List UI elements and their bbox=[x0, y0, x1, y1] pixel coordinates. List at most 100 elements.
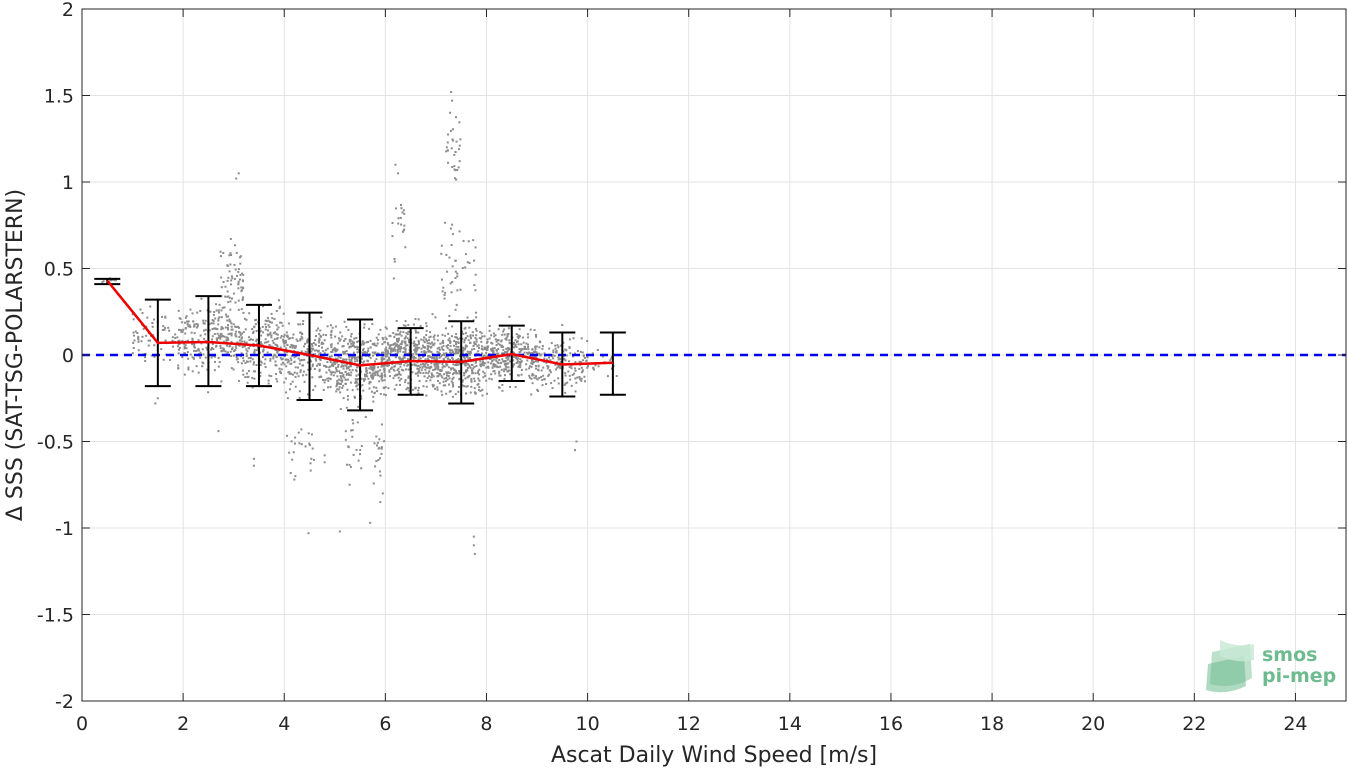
scatter-point bbox=[458, 148, 461, 151]
scatter-point bbox=[485, 366, 488, 369]
scatter-point bbox=[268, 344, 271, 347]
scatter-point bbox=[441, 348, 444, 351]
scatter-point bbox=[490, 373, 493, 376]
scatter-point bbox=[394, 344, 397, 347]
scatter-point bbox=[484, 346, 487, 349]
scatter-point bbox=[391, 363, 394, 366]
scatter-point bbox=[184, 327, 187, 330]
scatter-point bbox=[362, 389, 365, 392]
scatter-point bbox=[464, 377, 467, 380]
scatter-point bbox=[440, 355, 443, 358]
scatter-point bbox=[347, 367, 350, 370]
scatter-point bbox=[383, 371, 386, 374]
scatter-point bbox=[330, 329, 333, 332]
scatter-point bbox=[427, 342, 430, 345]
scatter-point bbox=[291, 346, 294, 349]
scatter-point bbox=[464, 332, 467, 335]
logo-line2: pi-mep bbox=[1262, 665, 1336, 687]
scatter-point bbox=[382, 338, 385, 341]
scatter-point bbox=[534, 375, 537, 378]
scatter-point bbox=[341, 379, 344, 382]
scatter-point bbox=[370, 390, 373, 393]
scatter-point bbox=[248, 312, 251, 315]
scatter-point bbox=[215, 344, 218, 347]
scatter-point bbox=[227, 324, 230, 327]
scatter-point bbox=[202, 319, 205, 322]
scatter-point bbox=[227, 301, 230, 304]
scatter-point bbox=[531, 382, 534, 385]
scatter-point bbox=[443, 297, 446, 300]
scatter-point bbox=[342, 352, 345, 355]
scatter-point bbox=[349, 355, 352, 358]
scatter-point bbox=[508, 315, 511, 318]
scatter-point bbox=[445, 345, 448, 348]
scatter-point bbox=[412, 323, 415, 326]
scatter-point bbox=[161, 328, 164, 331]
scatter-point bbox=[557, 382, 560, 385]
scatter-point bbox=[203, 337, 206, 340]
scatter-point bbox=[414, 350, 417, 353]
scatter-point bbox=[211, 343, 214, 346]
scatter-point bbox=[536, 388, 539, 391]
scatter-point bbox=[477, 350, 480, 353]
scatter-point bbox=[352, 344, 355, 347]
scatter-point bbox=[242, 296, 245, 299]
scatter-point bbox=[207, 391, 210, 394]
scatter-point bbox=[372, 369, 375, 372]
scatter-point bbox=[213, 310, 216, 313]
scatter-point bbox=[537, 365, 540, 368]
scatter-point bbox=[240, 337, 243, 340]
scatter-point bbox=[574, 377, 577, 380]
scatter-point bbox=[168, 329, 171, 332]
scatter-point bbox=[387, 343, 390, 346]
y-axis-label: Δ SSS (SAT-TSG-POLARSTERN) bbox=[3, 189, 28, 521]
scatter-point bbox=[474, 311, 477, 314]
scatter-point bbox=[242, 331, 245, 334]
scatter-point bbox=[425, 394, 428, 397]
scatter-point bbox=[532, 374, 535, 377]
scatter-point bbox=[396, 345, 399, 348]
x-tick-label: 16 bbox=[879, 713, 903, 735]
scatter-point bbox=[317, 363, 320, 366]
scatter-point bbox=[252, 332, 255, 335]
scatter-point bbox=[145, 325, 148, 328]
scatter-point bbox=[417, 346, 420, 349]
scatter-point bbox=[458, 160, 461, 163]
scatter-point bbox=[508, 348, 511, 351]
scatter-point bbox=[417, 341, 420, 344]
scatter-point bbox=[246, 376, 249, 379]
scatter-point bbox=[468, 353, 471, 356]
scatter-point bbox=[468, 365, 471, 368]
scatter-point bbox=[383, 379, 386, 382]
scatter-point bbox=[433, 342, 436, 345]
scatter-point bbox=[444, 327, 447, 330]
scatter-point bbox=[449, 282, 452, 285]
scatter-point bbox=[425, 371, 428, 374]
scatter-point bbox=[389, 367, 392, 370]
scatter-point bbox=[276, 333, 279, 336]
scatter-point bbox=[445, 364, 448, 367]
scatter-point bbox=[449, 340, 452, 343]
scatter-point bbox=[400, 207, 403, 210]
scatter-point bbox=[388, 358, 391, 361]
scatter-point bbox=[555, 351, 558, 354]
scatter-point bbox=[273, 338, 276, 341]
scatter-point bbox=[425, 329, 428, 332]
scatter-point bbox=[482, 362, 485, 365]
scatter-point bbox=[440, 390, 443, 393]
scatter-point bbox=[297, 323, 300, 326]
scatter-point bbox=[449, 351, 452, 354]
scatter-point bbox=[264, 328, 267, 331]
scatter-point bbox=[259, 341, 262, 344]
scatter-point bbox=[239, 262, 242, 265]
scatter-point bbox=[546, 367, 549, 370]
scatter-point bbox=[535, 345, 538, 348]
scatter-point bbox=[215, 337, 218, 340]
scatter-point bbox=[433, 368, 436, 371]
scatter-point bbox=[402, 209, 405, 212]
scatter-point bbox=[343, 350, 346, 353]
scatter-point bbox=[488, 337, 491, 340]
scatter-point bbox=[291, 458, 294, 461]
scatter-point bbox=[227, 338, 230, 341]
scatter-point bbox=[229, 332, 232, 335]
